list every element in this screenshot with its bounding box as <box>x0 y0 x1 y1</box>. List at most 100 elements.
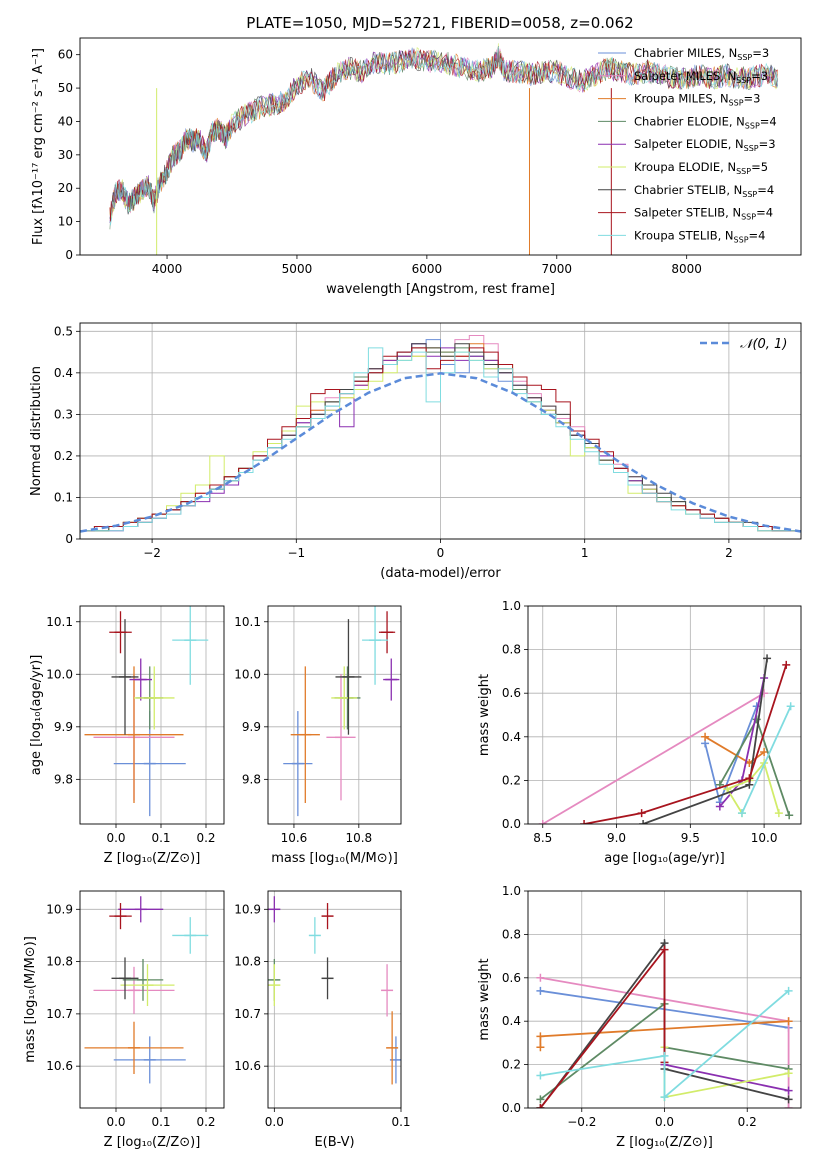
weight-marker <box>785 811 794 820</box>
y-tick-label: 9.8 <box>242 772 261 786</box>
legend-label: Kroupa MILES, NSSP=3 <box>634 92 760 108</box>
y-tick-label: 0 <box>65 532 73 546</box>
y-tick-label: 0.0 <box>502 817 521 831</box>
weight-marker <box>784 1069 793 1078</box>
x-tick-label: −0.2 <box>567 1115 596 1129</box>
y-tick-label: 0.8 <box>502 643 521 657</box>
x-tick-label: 0.2 <box>738 1115 757 1129</box>
axes-frame <box>79 322 802 540</box>
plot-area-ebv_mass <box>268 896 401 1085</box>
normal-curve <box>80 372 801 533</box>
y-tick-label: 0.3 <box>54 407 73 421</box>
weight-marker <box>536 1032 545 1041</box>
weight-marker <box>660 945 669 954</box>
axes-frame <box>527 890 802 1109</box>
panel-ebv_mass: 0.0 0.1 10.6 10.7 10.8 10.9 E(B-V) <box>234 890 411 1150</box>
y-tick-label: 10.9 <box>234 902 261 916</box>
y-axis-label: mass [log₁₀(M/M⊙)] <box>23 936 38 1063</box>
weight-marker <box>536 1043 545 1052</box>
axes-frame <box>79 605 225 825</box>
weight-marker <box>660 1093 669 1102</box>
x-tick-label: 5000 <box>282 262 313 276</box>
weight-marker <box>737 809 746 818</box>
y-axis-label: mass weight <box>477 674 492 756</box>
weight-marker <box>774 809 783 818</box>
x-tick-label: 1 <box>581 546 589 560</box>
axes-frame <box>79 37 802 256</box>
spectrum-line <box>109 43 778 219</box>
axes-frame <box>79 890 225 1109</box>
weight-marker <box>660 1051 669 1060</box>
weight-series <box>542 692 765 824</box>
plot-area-spectrum <box>109 43 778 255</box>
weight-marker <box>723 785 732 794</box>
legend-label: Kroupa ELODIE, NSSP=5 <box>634 160 768 176</box>
legend-label: Chabrier MILES, NSSP=3 <box>634 46 769 62</box>
axes-frame <box>267 605 402 825</box>
figure-title: PLATE=1050, MJD=52721, FIBERID=0058, z=0… <box>246 14 633 32</box>
y-axis-label: mass weight <box>477 958 492 1040</box>
y-tick-label: 0.6 <box>502 686 521 700</box>
weight-marker <box>536 986 545 995</box>
x-tick-label: 0.2 <box>196 1115 215 1129</box>
x-tick-label: 10.8 <box>345 831 372 845</box>
legend-label: Chabrier ELODIE, NSSP=4 <box>634 114 777 130</box>
weight-marker <box>784 1086 793 1095</box>
plot-area-residuals <box>80 335 801 539</box>
weight-marker <box>701 732 710 741</box>
spectrum-line <box>109 46 778 226</box>
y-tick-label: 50 <box>58 81 73 95</box>
y-axis-label: Normed distribution <box>29 366 44 496</box>
x-axis-label: (data-model)/error <box>380 566 501 581</box>
weight-marker <box>745 774 754 783</box>
weight-marker <box>639 820 648 824</box>
x-tick-label: −2 <box>143 546 161 560</box>
x-axis-label: Z [log₁₀(Z/Z⊙)] <box>616 1135 713 1150</box>
weight-series <box>540 990 790 1100</box>
y-tick-label: 20 <box>58 181 73 195</box>
y-tick-label: 0.5 <box>54 324 73 338</box>
x-tick-label: 0.0 <box>106 831 125 845</box>
x-tick-label: −1 <box>287 546 305 560</box>
y-tick-label: 10 <box>58 215 73 229</box>
y-tick-label: 10.8 <box>234 955 261 969</box>
y-tick-label: 0.4 <box>502 1014 521 1028</box>
x-tick-label: 9.0 <box>607 831 626 845</box>
x-axis-label: Z [log₁₀(Z/Z⊙)] <box>104 851 201 866</box>
panel-age_weight: 8.5 9.0 9.5 10.0 0.0 0.2 0.4 0.6 0.8 1.0 age [log₁… <box>477 599 802 866</box>
weight-marker <box>580 820 589 824</box>
y-tick-label: 0.4 <box>502 730 521 744</box>
y-tick-label: 10.1 <box>46 615 73 629</box>
weight-marker <box>536 1071 545 1080</box>
legend-label: Salpeter MILES, NSSP=3 <box>634 69 768 85</box>
y-tick-label: 0.1 <box>54 490 73 504</box>
weight-marker <box>760 748 769 757</box>
x-tick-label: 9.5 <box>681 831 700 845</box>
y-axis-label: Flux [fλ10⁻¹⁷ erg cm⁻² s⁻¹ A⁻¹] <box>31 48 46 245</box>
x-tick-label: 4000 <box>152 262 183 276</box>
legend-label: Chabrier STELIB, NSSP=4 <box>634 183 774 199</box>
weight-series <box>583 664 788 824</box>
legend-label: Kroupa STELIB, NSSP=4 <box>634 228 765 244</box>
y-tick-label: 10.8 <box>46 955 73 969</box>
y-tick-label: 0.0 <box>502 1101 521 1115</box>
y-tick-label: 30 <box>58 148 73 162</box>
x-axis-label: E(B-V) <box>314 1135 354 1150</box>
x-tick-label: 0.1 <box>151 1115 170 1129</box>
legend-label: 𝒩(0, 1) <box>740 337 787 352</box>
x-tick-label: 0 <box>437 546 445 560</box>
y-tick-label: 10.7 <box>46 1007 73 1021</box>
plot-area-z_age <box>84 606 209 817</box>
y-tick-label: 10.6 <box>46 1059 73 1073</box>
y-tick-label: 10.6 <box>234 1059 261 1073</box>
y-tick-label: 10.9 <box>46 902 73 916</box>
x-axis-label: wavelength [Angstrom, rest frame] <box>326 282 555 297</box>
weight-series <box>539 946 666 1108</box>
weight-marker <box>784 986 793 995</box>
x-tick-label: 10.6 <box>281 831 308 845</box>
panel-residuals: −2 −1 0 1 2 0 0.1 0.2 0.3 0.4 0.5 (data-model)/erro… <box>29 322 802 581</box>
x-tick-label: 0.1 <box>151 831 170 845</box>
weight-marker <box>536 973 545 982</box>
weight-marker <box>786 702 795 711</box>
y-tick-label: 0.2 <box>502 773 521 787</box>
